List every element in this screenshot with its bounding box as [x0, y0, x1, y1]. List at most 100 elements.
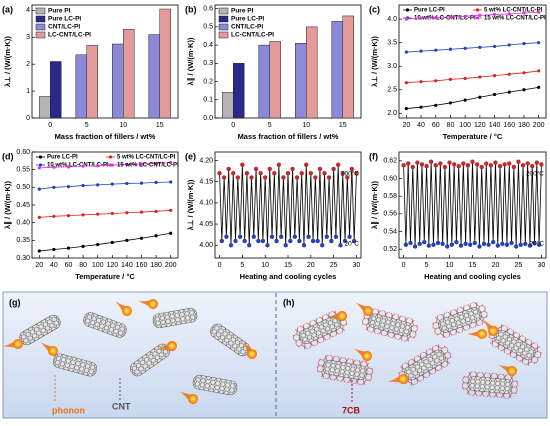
plot-frame [398, 4, 547, 119]
tube-lattice [210, 324, 250, 356]
cnt [432, 301, 488, 339]
marker [419, 162, 425, 167]
line [406, 11, 539, 20]
marker [445, 244, 450, 249]
marker [537, 69, 541, 73]
phonon-head [477, 329, 487, 339]
marker [139, 236, 144, 240]
x-tick-label: 20 [402, 122, 410, 129]
marker [438, 161, 443, 166]
phonon-head [488, 326, 498, 336]
annotation: 200°C [341, 170, 359, 178]
legend-label: LC-CNT/LC-PI [231, 32, 274, 39]
y-tick-label: 4 [26, 7, 30, 14]
tube-lattice [494, 330, 536, 360]
x-tick-label: 15 [339, 122, 347, 129]
legend-marker [475, 8, 480, 12]
x-tick-label: 5 [425, 262, 429, 269]
y-tick-label: 0.6 [203, 5, 213, 12]
marker [401, 163, 406, 168]
marker [281, 175, 286, 180]
cnt [152, 307, 198, 329]
marker [331, 166, 336, 172]
marker [279, 234, 284, 239]
marker [404, 17, 408, 21]
marker [217, 171, 222, 176]
marker [497, 163, 503, 169]
y-tick-label: 0.5 [203, 24, 213, 31]
legend-swatch [218, 7, 229, 15]
marker [463, 98, 467, 102]
marker [326, 175, 332, 180]
x-tick-label: 0 [402, 262, 406, 269]
x-tick-label: 100 [459, 122, 471, 129]
marker [322, 171, 327, 176]
phonon-head [363, 306, 373, 316]
marker [412, 244, 418, 249]
marker [520, 163, 526, 168]
marker [333, 234, 339, 239]
y-axis-label: λ⊥ / (W/(m·K)) [3, 36, 12, 87]
y-tick-label: 0.1 [203, 97, 213, 104]
phonon [497, 364, 517, 376]
legend-swatch [218, 15, 229, 23]
marker [125, 181, 129, 186]
x-tick-label: 15 [156, 122, 164, 129]
marker [481, 241, 487, 247]
line [406, 87, 539, 109]
marker [426, 243, 432, 248]
tube-lattice [83, 312, 127, 338]
marker [448, 47, 453, 51]
marker [458, 243, 464, 248]
bar [269, 41, 281, 119]
marker [110, 182, 114, 186]
y-tick-label: 4.15 [199, 179, 213, 186]
legend-label: CNT/LC-PI [48, 24, 80, 31]
line [403, 161, 542, 247]
line [39, 209, 171, 218]
phonon [137, 299, 158, 309]
phonon [466, 329, 487, 339]
marker [345, 175, 350, 180]
marker [449, 242, 454, 247]
phonon [326, 311, 347, 321]
tube-lattice [368, 313, 412, 337]
marker [297, 238, 302, 244]
marker [507, 43, 511, 47]
phonon [354, 301, 373, 316]
marker [110, 240, 114, 245]
marker [434, 79, 438, 83]
cnt [52, 353, 98, 377]
x-tick-label: 160 [503, 122, 515, 129]
marker [500, 241, 505, 247]
marker [507, 72, 511, 76]
marker [37, 187, 41, 191]
marker [247, 243, 252, 248]
legend-marker [475, 16, 480, 20]
bar [148, 34, 161, 119]
marker [139, 210, 144, 214]
phonon [39, 341, 58, 356]
y-tick-label: 3.0 [387, 63, 397, 70]
phonon-head [188, 394, 198, 404]
cnt [292, 310, 348, 350]
marker [226, 166, 231, 172]
marker [139, 162, 144, 166]
marker [522, 71, 526, 75]
marker [154, 234, 158, 238]
line [39, 181, 171, 190]
marker [442, 164, 448, 170]
y-axis-label: λ⊥ / (W/(m·K)) [370, 36, 379, 87]
y-tick-label: 4.10 [199, 200, 213, 207]
cnt-group [2, 299, 542, 404]
cnt-label: CNT [112, 401, 131, 411]
marker [301, 243, 307, 248]
marker [539, 162, 544, 167]
marker [81, 164, 85, 168]
marker [154, 209, 158, 213]
phonon [2, 339, 23, 349]
x-tick-label: 200 [165, 262, 177, 269]
legend-label: Pure PI [48, 8, 71, 15]
phonon-head [48, 346, 58, 356]
y-tick-label: 0.54 [383, 228, 397, 235]
